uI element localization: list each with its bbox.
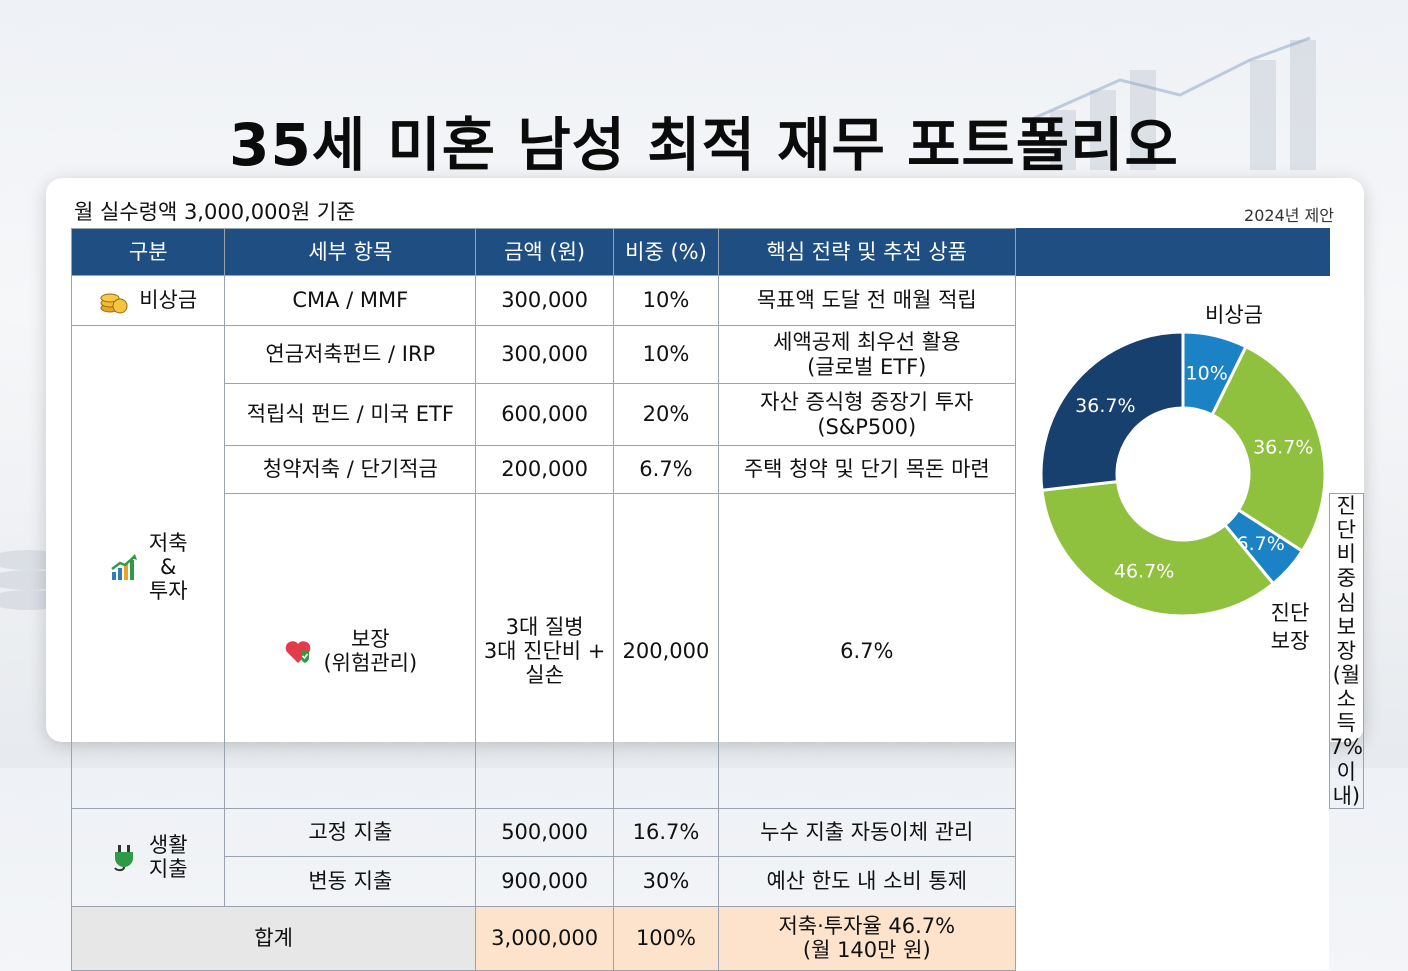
cell-item: 적립식 펀드 / 미국 ETF (224, 383, 477, 446)
category-living: 생활 지출 (70, 807, 226, 907)
cell-strategy: 주택 청약 및 단기 목돈 마련 (717, 445, 1016, 494)
category-emergency-label: 비상금 (139, 288, 198, 313)
table-row: 비상금 CMA / MMF 300,000 10% 목표액 도달 전 매월 적립 (70, 275, 1364, 971)
header-strategy: 핵심 전략 및 추천 상품 (717, 228, 1016, 276)
category-insurance: 보장 (위험관리) (224, 493, 477, 809)
category-insurance-line2: (위험관리) (323, 650, 418, 675)
cell-ratio: 6.7% (613, 445, 719, 494)
cell-item: CMA / MMF (224, 275, 477, 326)
heart-shield-icon (286, 641, 311, 663)
cell-amount: 600,000 (475, 383, 615, 446)
category-emergency: 비상금 (70, 275, 226, 326)
portfolio-card: 월 실수령액 3,000,000원 기준 2024년 제안 구분 세부 항목 금… (46, 178, 1365, 971)
table-row: 저축 & 투자 연금저축펀드 / IRP 300,000 10% 세액공제 최우… (70, 325, 1364, 809)
table-header-row: 구분 세부 항목 금액 (원) 비중 (%) 핵심 전략 및 추천 상품 (70, 228, 1364, 276)
income-basis: 월 실수령액 3,000,000원 기준 (74, 200, 356, 224)
total-ratio: 100% (613, 905, 719, 971)
header-blank (1014, 228, 1330, 276)
cell-ratio: 10% (613, 275, 719, 326)
cell-item: 고정 지출 (224, 807, 477, 857)
cell-item: 3대 질병 3대 진단비 + 실손 (475, 493, 615, 809)
cell-ratio: 20% (613, 383, 719, 446)
chart-cell (1015, 275, 1330, 971)
cell-amount: 500,000 (475, 807, 615, 857)
cell-strategy: 목표액 도달 전 매월 적립 (717, 275, 1016, 326)
cell-strategy: 누수 지출 자동이체 관리 (717, 807, 1016, 857)
category-living-line2: 지출 (148, 857, 188, 882)
header-item: 세부 항목 (224, 228, 477, 276)
cell-ratio: 6.7% (717, 493, 1016, 809)
cell-item: 변동 지출 (224, 855, 477, 907)
table-row: 적립식 펀드 / 미국 ETF 600,000 20% 자산 증식형 중장기 투… (72, 383, 1364, 446)
header-ratio: 비중 (%) (613, 228, 719, 276)
cell-ratio: 30% (613, 855, 719, 907)
category-saving-line3: 투자 (148, 578, 188, 603)
page-title: 35세 미혼 남성 최적 재무 포트폴리오 (229, 111, 1179, 179)
table-row: 청약저축 / 단기적금 200,000 6.7% 주택 청약 및 단기 목돈 마… (72, 445, 1364, 494)
header-category: 구분 (70, 228, 226, 276)
cell-ratio: 10% (613, 325, 719, 384)
cell-amount: 300,000 (475, 325, 615, 384)
cell-strategy: 진단비 중심 보장 (월 소득 7% 이내) (1328, 493, 1365, 809)
table-row: 보장 (위험관리) 3대 질병 3대 진단비 + 실손 200,000 6.7% … (72, 493, 1365, 809)
cell-amount: 900,000 (475, 855, 615, 907)
category-saving: 저축 & 투자 (70, 325, 226, 809)
proposal-year: 2024년 제안 (1244, 206, 1334, 225)
cell-item: 연금저축펀드 / IRP (224, 325, 477, 384)
portfolio-table: 구분 세부 항목 금액 (원) 비중 (%) 핵심 전략 및 추천 상품 비상금 (70, 228, 1365, 971)
category-saving-line2: & (160, 554, 177, 579)
category-living-line1: 생활 (148, 833, 188, 858)
cell-strategy: 세액공제 최우선 활용 (글로벌 ETF) (717, 325, 1016, 384)
cell-amount: 200,000 (475, 445, 615, 494)
category-insurance-line1: 보장 (350, 626, 390, 651)
cell-amount: 300,000 (475, 275, 615, 326)
coins-icon (100, 293, 128, 313)
plug-icon (114, 845, 133, 872)
header-amount: 금액 (원) (475, 228, 615, 276)
cell-amount: 200,000 (613, 493, 719, 809)
category-saving-line1: 저축 (148, 530, 188, 555)
total-label: 합계 (70, 905, 477, 971)
cell-strategy: 예산 한도 내 소비 통제 (717, 855, 1016, 907)
cell-ratio: 16.7% (613, 807, 719, 857)
total-strategy: 저축·투자율 46.7% (월 140만 원) (717, 905, 1016, 971)
cell-strategy: 자산 증식형 중장기 투자 (S&P500) (717, 383, 1016, 446)
cell-item: 청약저축 / 단기적금 (224, 445, 477, 494)
growth-chart-icon (111, 553, 137, 580)
total-amount: 3,000,000 (475, 905, 615, 971)
